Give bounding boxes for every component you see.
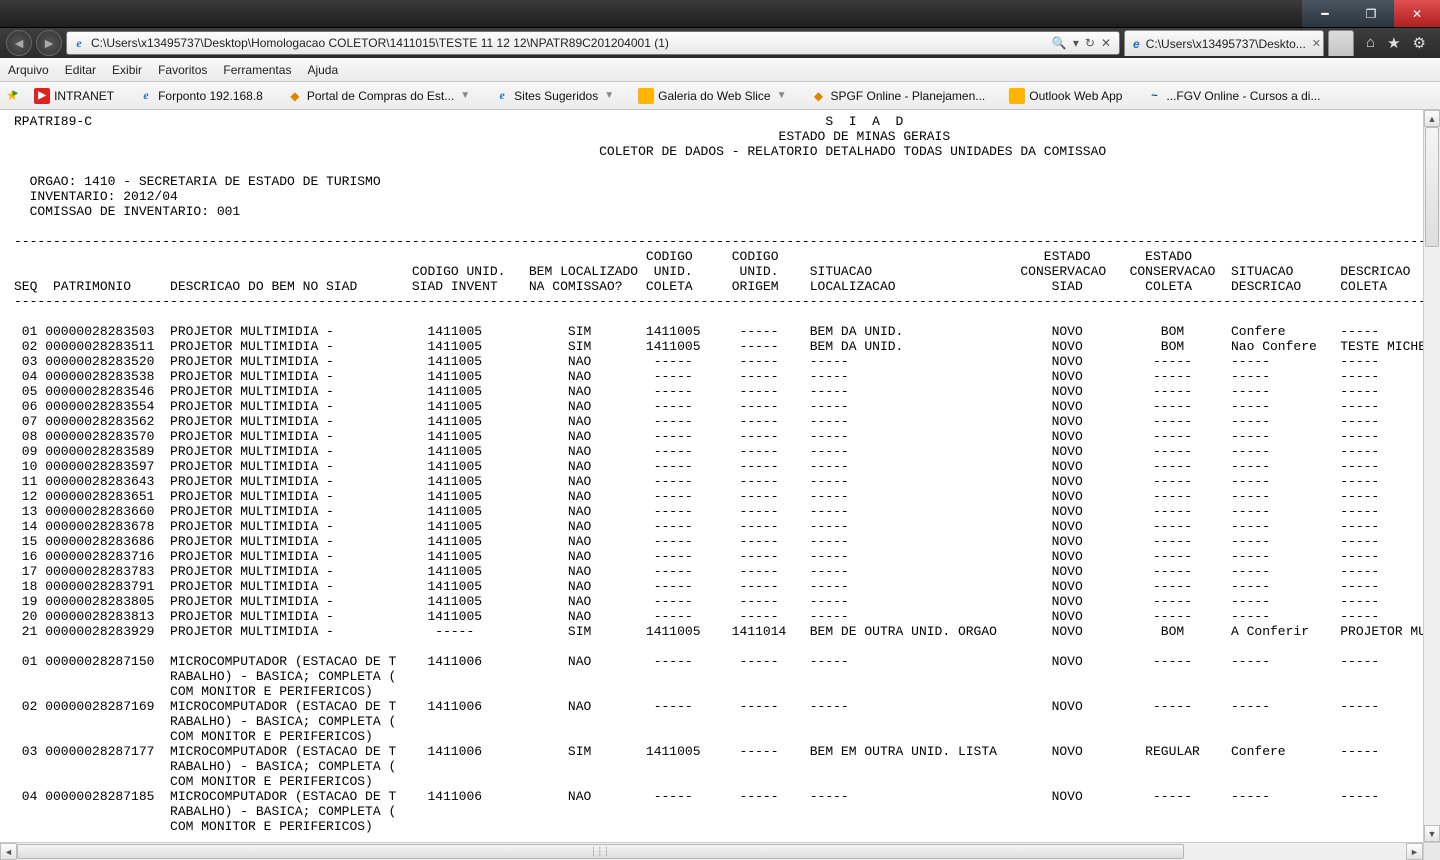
window-minimize-button[interactable]: ━ [1302,0,1348,27]
page-content: RPATRI89-C S I A D [0,110,1440,842]
bookmark-label: INTRANET [54,89,114,103]
page-icon: e [71,35,87,51]
bookmark-icon [1009,88,1025,104]
refresh-icon[interactable]: ↻ [1085,36,1095,50]
home-icon[interactable]: ⌂ [1366,34,1375,52]
bookmark-icon: ▶ [34,88,50,104]
search-icon[interactable]: 🔍 [1052,36,1067,50]
hscroll-thumb[interactable]: ┆┆┆ [17,844,1184,859]
hscroll-track[interactable]: ┆┆┆ [17,843,1406,860]
menu-ferramentas[interactable]: Ferramentas [223,63,291,77]
bookmarks-bar: ★▸ ▶ INTRANET e Forponto 192.168.8 ◆ Porta… [0,82,1440,110]
menu-bar: Arquivo Editar Exibir Favoritos Ferramen… [0,58,1440,82]
bookmark-icon: e [138,88,154,104]
favorites-icon[interactable]: ★ [1387,34,1400,52]
dropdown-icon[interactable]: ▾ [1073,36,1079,50]
bookmark-item[interactable]: e Sites Sugeridos ▼ [494,88,614,104]
menu-arquivo[interactable]: Arquivo [8,63,49,77]
menu-editar[interactable]: Editar [65,63,96,77]
bookmark-item[interactable]: ~ ...FGV Online - Cursos a di... [1146,88,1320,104]
horizontal-scrollbar[interactable]: ◄ ┆┆┆ ► [0,842,1440,860]
vertical-scrollbar[interactable]: ▲ ▼ [1423,110,1440,842]
window-titlebar: ━ ❐ ✕ [0,0,1440,28]
bookmark-item[interactable]: ◆ Portal de Compras do Est... ▼ [287,88,470,104]
menu-exibir[interactable]: Exibir [112,63,142,77]
scroll-up-button[interactable]: ▲ [1424,110,1440,127]
new-tab-button[interactable] [1328,30,1354,56]
dropdown-icon[interactable]: ▼ [460,90,470,101]
browser-right-icons: ⌂ ★ ⚙ [1358,34,1434,52]
bookmark-label: Portal de Compras do Est... [307,89,454,103]
bookmark-label: ...FGV Online - Cursos a di... [1166,89,1320,103]
ie-icon: e [1133,37,1140,51]
bookmark-item[interactable]: ◆ SPGF Online - Planejamen... [811,88,986,104]
address-input[interactable] [91,36,1048,50]
dropdown-icon[interactable]: ▼ [777,90,787,101]
scroll-right-button[interactable]: ► [1406,843,1423,860]
address-bar[interactable]: e 🔍 ▾ ↻ ✕ [66,31,1120,55]
tab-close-icon[interactable]: ✕ [1312,37,1321,50]
address-controls: 🔍 ▾ ↻ ✕ [1048,36,1115,50]
bookmark-item[interactable]: Galeria do Web Slice ▼ [638,88,786,104]
tab-active[interactable]: e C:\Users\x13495737\Deskto... ✕ [1124,30,1324,56]
bookmark-icon: ~ [1146,88,1162,104]
dropdown-icon[interactable]: ▼ [604,90,614,101]
window-close-button[interactable]: ✕ [1394,0,1440,27]
window-maximize-button[interactable]: ❐ [1348,0,1394,27]
bookmark-item[interactable]: e Forponto 192.168.8 [138,88,263,104]
menu-favoritos[interactable]: Favoritos [158,63,207,77]
stop-icon[interactable]: ✕ [1101,36,1111,50]
forward-button[interactable]: ► [36,30,62,56]
bookmark-icon: ◆ [811,88,827,104]
bookmark-label: Sites Sugeridos [514,89,598,103]
bookmark-label: Forponto 192.168.8 [158,89,263,103]
scroll-left-button[interactable]: ◄ [0,843,17,860]
bookmark-item[interactable]: ▶ INTRANET [34,88,114,104]
bookmark-label: Outlook Web App [1029,89,1122,103]
bookmark-icon [638,88,654,104]
bookmark-label: SPGF Online - Planejamen... [831,89,986,103]
tools-icon[interactable]: ⚙ [1413,34,1426,52]
scroll-thumb[interactable] [1425,127,1439,247]
tab-label: C:\Users\x13495737\Deskto... [1146,37,1306,51]
menu-ajuda[interactable]: Ajuda [307,63,338,77]
scroll-corner [1423,843,1440,860]
bookmark-label: Galeria do Web Slice [658,89,771,103]
bookmark-icon: ◆ [287,88,303,104]
bookmark-icon: e [494,88,510,104]
add-favorite-icon[interactable]: ★▸ [6,87,24,104]
bookmark-item[interactable]: Outlook Web App [1009,88,1122,104]
back-button[interactable]: ◄ [6,30,32,56]
report-text: RPATRI89-C S I A D [0,110,1440,834]
browser-nav-row: ◄ ► e 🔍 ▾ ↻ ✕ e C:\Users\x13495737\Deskt… [0,28,1440,58]
scroll-down-button[interactable]: ▼ [1424,825,1440,842]
